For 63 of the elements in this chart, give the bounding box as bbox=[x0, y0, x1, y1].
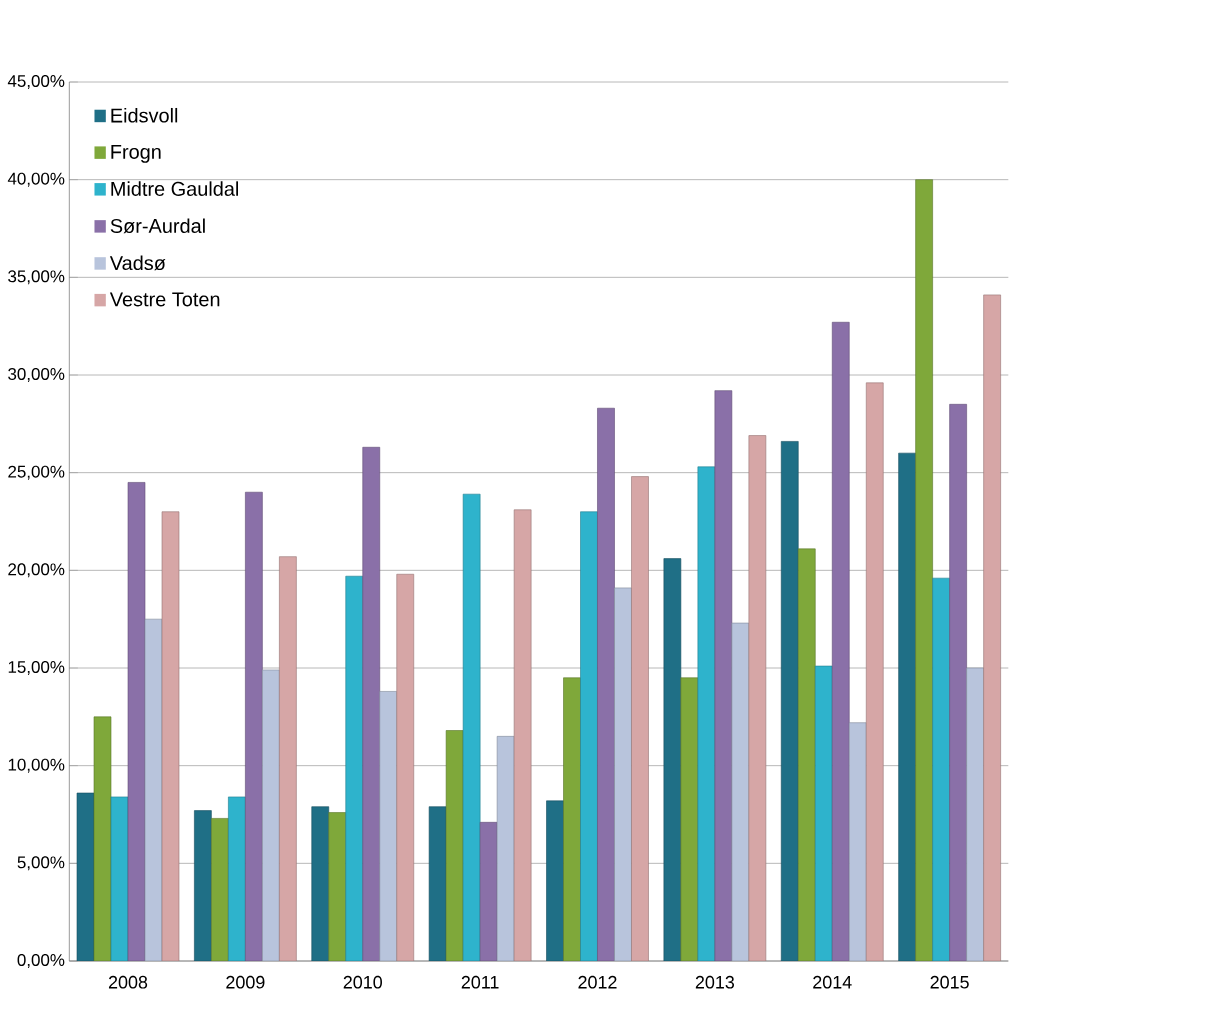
bar bbox=[983, 294, 1001, 961]
x-tick-label: 2012 bbox=[578, 975, 617, 989]
bar bbox=[831, 321, 850, 961]
bar bbox=[379, 691, 398, 961]
x-tick-label: 2010 bbox=[343, 975, 382, 989]
legend-label: Midtre Gauldal bbox=[111, 181, 238, 196]
legend-label: Vestre Toten bbox=[109, 292, 220, 307]
bar bbox=[76, 792, 95, 961]
bar bbox=[496, 736, 515, 961]
bar bbox=[262, 669, 280, 961]
y-tick-label: 25,00% bbox=[8, 465, 65, 480]
y-tick-label: 5,00% bbox=[17, 856, 65, 871]
y-tick-label: 20,00% bbox=[8, 563, 65, 578]
bar bbox=[949, 404, 967, 961]
bar bbox=[211, 818, 229, 961]
bar bbox=[915, 179, 933, 961]
y-tick-label: 35,00% bbox=[8, 270, 65, 285]
x-tick-label: 2013 bbox=[695, 975, 735, 989]
bar bbox=[228, 796, 246, 961]
y-tick-label: 30,00% bbox=[8, 368, 65, 382]
bar bbox=[194, 810, 212, 961]
x-tick-label: 2008 bbox=[108, 975, 148, 989]
bar bbox=[848, 722, 867, 961]
bar bbox=[966, 667, 984, 961]
bar bbox=[731, 622, 750, 961]
bar bbox=[898, 452, 916, 961]
bar bbox=[362, 446, 381, 961]
y-tick-label: 45,00% bbox=[7, 75, 65, 89]
bar bbox=[865, 382, 884, 961]
legend-label: Sør-Aurdal bbox=[110, 218, 205, 234]
bar bbox=[563, 677, 581, 961]
bar bbox=[110, 796, 129, 961]
legend-label: Frogn bbox=[111, 145, 161, 163]
bar bbox=[814, 665, 833, 961]
bar bbox=[546, 800, 564, 961]
y-tick-label: 15,00% bbox=[8, 661, 65, 675]
bar bbox=[345, 575, 364, 961]
bar bbox=[932, 577, 950, 961]
bar bbox=[245, 491, 263, 961]
bar bbox=[396, 573, 415, 961]
legend-label: Vadsø bbox=[109, 255, 166, 271]
bar bbox=[797, 548, 816, 961]
x-tick-label: 2015 bbox=[930, 975, 969, 989]
x-tick-label: 2014 bbox=[813, 975, 852, 989]
bar bbox=[279, 556, 297, 961]
bar bbox=[780, 441, 799, 961]
y-tick-label: 0,00% bbox=[17, 954, 65, 968]
bar bbox=[311, 806, 330, 961]
bar bbox=[663, 558, 682, 961]
bar bbox=[631, 476, 649, 961]
x-tick-label: 2009 bbox=[226, 975, 265, 989]
bar bbox=[614, 587, 632, 961]
legend-label: Eidsvoll bbox=[111, 107, 178, 123]
bar bbox=[144, 618, 163, 961]
y-tick-label: 10,00% bbox=[8, 758, 65, 773]
bar bbox=[462, 493, 481, 961]
bar bbox=[597, 407, 615, 961]
y-tick-label: 40,00% bbox=[7, 172, 65, 187]
bar bbox=[328, 812, 347, 961]
bar bbox=[697, 466, 716, 961]
bar bbox=[428, 806, 447, 961]
bar bbox=[580, 511, 598, 961]
x-tick-label: 2011 bbox=[461, 975, 499, 989]
